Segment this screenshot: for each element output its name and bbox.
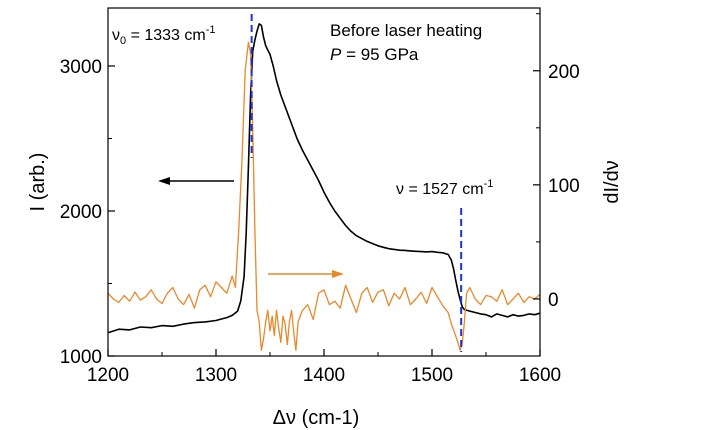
y-right-tick-label: 0: [548, 290, 559, 311]
left-axis-arrow: [158, 177, 234, 185]
nu0-subscript: 0: [120, 35, 126, 47]
nu-value: ν = 1527 cm: [396, 181, 484, 198]
nu0-value: = 1333 cm: [126, 27, 206, 44]
nu-exponent: -1: [484, 178, 494, 190]
derivative-line: [107, 41, 541, 351]
y-left-tick-label: 2000: [60, 202, 102, 223]
nu0-exponent: -1: [206, 24, 216, 36]
x-axis-title: Δν (cm-1): [273, 407, 360, 429]
condition-title: Before laser heating: [330, 21, 482, 40]
intensity-line: [107, 23, 541, 334]
y-right-tick-label: 100: [548, 176, 580, 197]
x-tick-label: 1500: [411, 365, 453, 386]
y-left-axis-title: I (arb.): [27, 153, 49, 212]
x-tick-label: 1300: [195, 365, 237, 386]
nu-label: ν = 1527 cm-1: [396, 178, 493, 198]
pressure-label: P = 95 GPa: [330, 45, 419, 64]
y-left-tick-label: 1000: [60, 347, 102, 368]
right-axis-arrow: [268, 270, 344, 278]
nu0-label: ν0 = 1333 cm-1: [112, 24, 216, 47]
pressure-var: P: [330, 45, 342, 64]
x-tick-label: 1200: [87, 365, 129, 386]
pressure-value: = 95 GPa: [341, 45, 419, 64]
nu0-symbol: ν: [112, 27, 120, 44]
y-right-axis-title: dI/dν: [601, 160, 623, 203]
x-tick-label: 1400: [303, 365, 345, 386]
x-tick-label: 1600: [519, 365, 561, 386]
y-left-tick-label: 3000: [60, 57, 102, 78]
y-right-tick-label: 200: [548, 62, 580, 83]
